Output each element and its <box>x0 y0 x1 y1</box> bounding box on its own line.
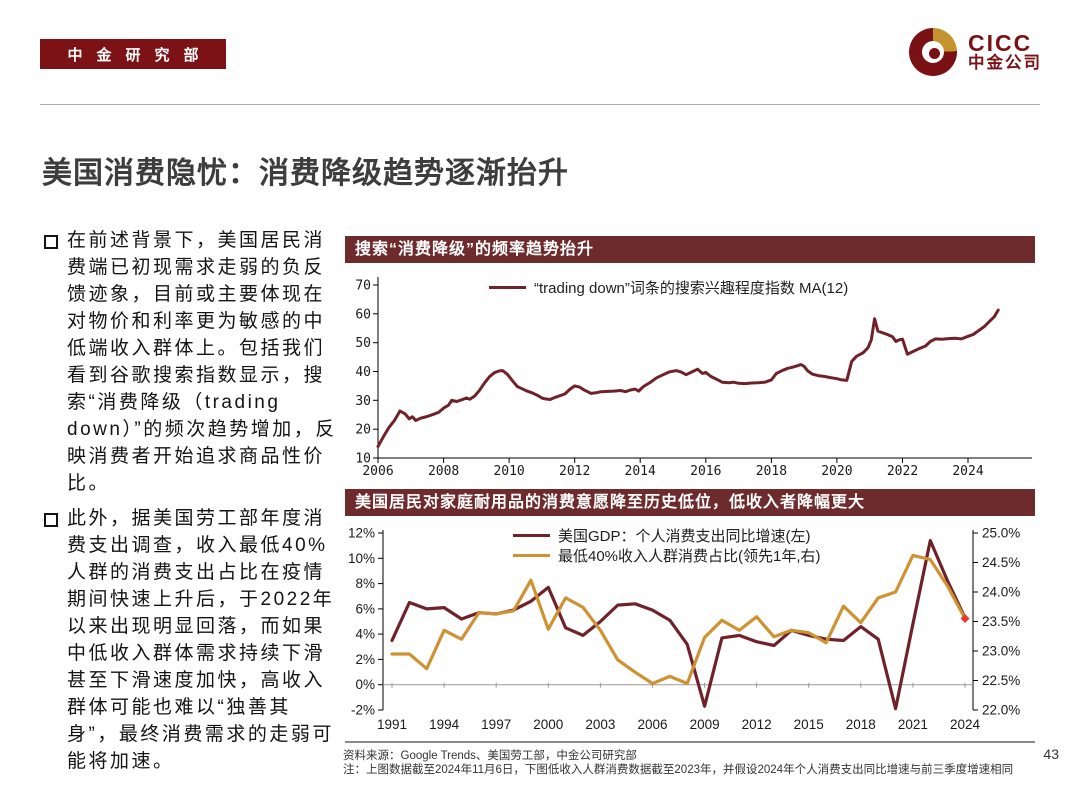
chart2-legend-label-income: 最低40%收入人群消费占比(领先1年,右) <box>558 548 821 565</box>
logo-wordmark: CICC <box>968 30 1033 57</box>
svg-text:40: 40 <box>355 365 371 380</box>
consumption-chart-card: 美国居民对家庭耐用品的消费意愿降至历史低位，低收入者降幅更大 美国GDP：个人消… <box>345 489 1035 746</box>
charts-column: 搜索“消费降级”的频率趋势抬升 “trading down”词条的搜索兴趣程度指… <box>345 236 1035 746</box>
svg-text:1991: 1991 <box>377 717 407 732</box>
svg-text:10: 10 <box>355 452 371 467</box>
legend-line-swatch <box>513 554 550 557</box>
bullet-square-icon <box>44 235 58 249</box>
svg-text:2010: 2010 <box>493 464 524 479</box>
svg-text:22.5%: 22.5% <box>982 673 1020 688</box>
trading-down-chart-card: 搜索“消费降级”的频率趋势抬升 “trading down”词条的搜索兴趣程度指… <box>345 236 1035 481</box>
svg-text:8%: 8% <box>355 576 375 591</box>
svg-text:25.0%: 25.0% <box>982 526 1020 541</box>
header-divider <box>40 104 1040 105</box>
svg-text:4%: 4% <box>355 627 375 642</box>
svg-text:2006: 2006 <box>637 717 667 732</box>
svg-text:2012: 2012 <box>559 464 590 479</box>
cicc-logo: CICC 中金公司 <box>909 28 1042 76</box>
svg-text:2009: 2009 <box>690 717 720 732</box>
svg-text:24.5%: 24.5% <box>982 555 1020 570</box>
bullet-item: 在前述背景下，美国居民消费端已初现需求走弱的负反馈迹象，目前或主要体现在对物价和… <box>44 227 340 497</box>
chart2-title-bar: 美国居民对家庭耐用品的消费意愿降至历史低位，低收入者降幅更大 <box>345 489 1035 516</box>
bottom-rule <box>345 741 1035 743</box>
bullet-text: 在前述背景下，美国居民消费端已初现需求走弱的负反馈迹象，目前或主要体现在对物价和… <box>67 230 337 494</box>
chart2-legend-row2: 最低40%收入人群消费占比(领先1年,右) <box>513 545 821 566</box>
svg-text:2006: 2006 <box>362 464 393 479</box>
svg-text:2024: 2024 <box>950 717 981 732</box>
commentary-column: 在前述背景下，美国居民消费端已初现需求走弱的负反馈迹象，目前或主要体现在对物价和… <box>44 227 340 783</box>
chart1-series-line <box>376 308 1000 448</box>
svg-text:10%: 10% <box>348 551 375 566</box>
svg-text:2024: 2024 <box>952 464 983 479</box>
logo-chinese-name: 中金公司 <box>968 54 1042 73</box>
svg-text:30: 30 <box>355 394 371 409</box>
svg-text:70: 70 <box>355 279 371 294</box>
chart1-legend-label: “trading down”词条的搜索兴趣程度指数 MA(12) <box>534 280 849 297</box>
svg-text:2018: 2018 <box>846 717 876 732</box>
chart1-legend: “trading down”词条的搜索兴趣程度指数 MA(12) <box>489 277 848 298</box>
legend-line-swatch <box>513 534 550 537</box>
svg-text:2022: 2022 <box>887 464 918 479</box>
svg-text:2008: 2008 <box>428 464 459 479</box>
cicc-logo-icon <box>909 28 957 76</box>
chart1-title-bar: 搜索“消费降级”的频率趋势抬升 <box>345 236 1035 263</box>
svg-text:2003: 2003 <box>585 717 615 732</box>
svg-text:12%: 12% <box>348 526 375 541</box>
svg-text:2014: 2014 <box>625 464 656 479</box>
svg-text:0%: 0% <box>355 677 375 692</box>
logo-dot-shape <box>929 48 940 59</box>
svg-text:6%: 6% <box>355 601 375 616</box>
page-title: 美国消费隐忧：消费降级趋势逐渐抬升 <box>42 157 569 190</box>
svg-text:24.0%: 24.0% <box>982 585 1020 600</box>
svg-text:2012: 2012 <box>742 717 772 732</box>
svg-text:23.5%: 23.5% <box>982 614 1020 629</box>
svg-text:2%: 2% <box>355 652 375 667</box>
logo-text: CICC 中金公司 <box>968 31 1042 72</box>
source-line: 资料来源：Google Trends、美国劳工部，中金公司研究部 <box>343 750 637 762</box>
legend-line-swatch <box>489 286 526 289</box>
svg-text:60: 60 <box>355 307 371 322</box>
page-number: 43 <box>1043 746 1059 762</box>
svg-text:2018: 2018 <box>756 464 787 479</box>
svg-text:1994: 1994 <box>429 717 460 732</box>
chart2-legend-row1: 美国GDP：个人消费支出同比增速(左) <box>513 525 811 546</box>
bullet-item: 此外，据美国劳工部年度消费支出调查，收入最低40%人群的消费支出占比在疫情期间快… <box>44 505 340 775</box>
chart2-legend-label-gdp: 美国GDP：个人消费支出同比增速(左) <box>558 528 811 545</box>
svg-text:2016: 2016 <box>690 464 721 479</box>
consumption-chart: 12% 10% 8% 6% 4% 2% 0% -2% 25.0% 24.5% 24.0% 23.5% 2… <box>348 526 1020 733</box>
end-marker-diamond <box>960 614 970 624</box>
bullet-square-icon <box>44 513 58 527</box>
svg-text:1997: 1997 <box>481 717 511 732</box>
svg-text:20: 20 <box>355 423 371 438</box>
chart2-income-line <box>390 553 967 686</box>
svg-text:23.0%: 23.0% <box>982 644 1020 659</box>
research-dept-badge: 中金研究部 <box>40 39 226 69</box>
bullet-text: 此外，据美国劳工部年度消费支出调查，收入最低40%人群的消费支出占比在疫情期间快… <box>67 508 335 772</box>
svg-text:2000: 2000 <box>533 717 563 732</box>
svg-text:50: 50 <box>355 336 371 351</box>
note-line: 注：上图数据截至2024年11月6日，下图低收入人群消费数据截至2023年，并假… <box>343 764 1014 776</box>
svg-text:22.0%: 22.0% <box>982 703 1020 718</box>
svg-text:2021: 2021 <box>898 717 928 732</box>
svg-text:2015: 2015 <box>794 717 824 732</box>
svg-text:2020: 2020 <box>821 464 852 479</box>
svg-text:-2%: -2% <box>351 703 375 718</box>
